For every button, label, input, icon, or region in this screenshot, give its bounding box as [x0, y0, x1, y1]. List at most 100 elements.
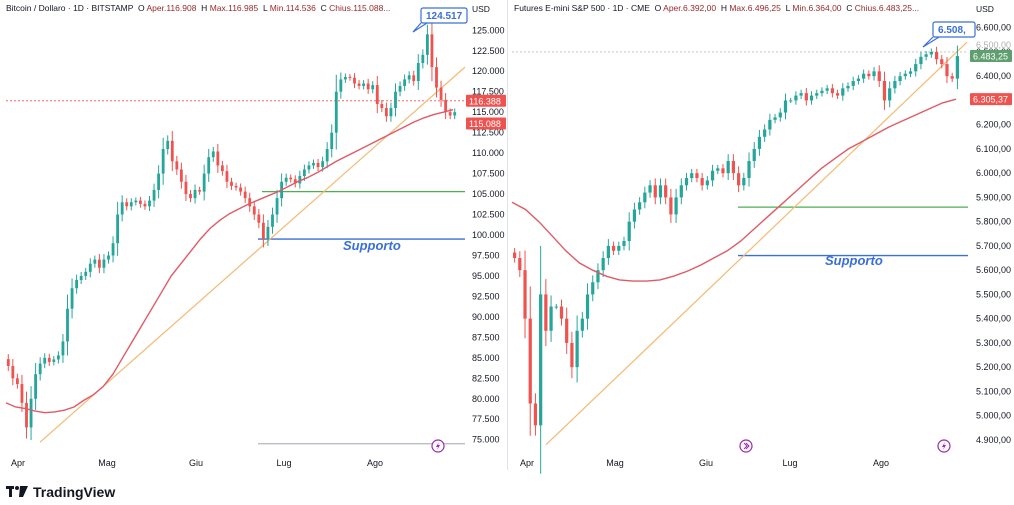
- x-tick-label: Mag: [98, 458, 116, 468]
- candle-body: [815, 93, 819, 96]
- candle-body: [348, 76, 352, 78]
- x-tick-label: Ago: [367, 458, 383, 468]
- y-tick-label: 100.000: [472, 230, 505, 240]
- x-tick-label: Giu: [189, 458, 203, 468]
- candle-body: [425, 34, 429, 55]
- candle-body: [29, 398, 33, 428]
- candle-body: [193, 189, 197, 199]
- candle-body: [321, 161, 325, 168]
- x-tick-label: Ago: [873, 458, 889, 468]
- candle-body: [389, 108, 393, 117]
- chart-panel-spx[interactable]: Futures E-mini S&P 500 · 1D · CME O Aper…: [508, 0, 1014, 474]
- candle-body: [152, 189, 156, 201]
- candle-body: [334, 91, 338, 133]
- brand-footer[interactable]: TradingView: [6, 484, 115, 500]
- candle-body: [914, 64, 918, 72]
- y-tick-label: 107.500: [472, 169, 505, 179]
- candle-body: [312, 162, 315, 166]
- candle-body: [763, 129, 767, 137]
- last-price-tag-text: 6.483,25: [973, 52, 1008, 62]
- candle-body: [252, 206, 256, 215]
- candle-body: [773, 117, 777, 120]
- lightning-icon[interactable]: [431, 439, 445, 453]
- y-tick-label: 92.500: [472, 291, 500, 301]
- x-tick-label: Apr: [11, 458, 25, 468]
- candle-body: [375, 85, 379, 104]
- candle-body: [444, 99, 448, 113]
- candle-body: [116, 214, 120, 244]
- candle-body: [384, 108, 388, 117]
- candle-body: [778, 112, 782, 118]
- candle-body: [211, 151, 215, 158]
- candle-body: [622, 241, 626, 246]
- ohlc-h-label: H: [720, 3, 727, 13]
- candle-body: [66, 308, 69, 342]
- candle-body: [757, 136, 762, 149]
- y-tick-label: 115.000: [472, 107, 504, 117]
- chart-panel-btc[interactable]: Bitcoin / Dollaro · 1D · BITSTAMP O Aper…: [0, 0, 507, 470]
- candle-body: [684, 178, 689, 186]
- chart-header: Bitcoin / Dollaro · 1D · BITSTAMP O Aper…: [6, 3, 390, 13]
- ohlc-c-label: C: [846, 3, 853, 13]
- candle-body: [148, 200, 151, 207]
- candle-body: [339, 79, 343, 92]
- candle-body: [407, 75, 411, 80]
- candle-body: [643, 192, 647, 203]
- candlestick-chart-spx[interactable]: 6.600,006.500,006.400,006.300,006.200,00…: [508, 0, 1014, 474]
- candle-body: [591, 282, 595, 295]
- candle-body: [79, 275, 83, 281]
- trend-line: [545, 41, 968, 446]
- candle-body: [243, 191, 247, 199]
- high-callout-pointer: [412, 22, 428, 33]
- candle-body: [298, 176, 302, 184]
- ohlc-c-value: Chius.6.483,25...: [854, 3, 920, 13]
- candle-body: [234, 185, 238, 188]
- ohlc-l-label: L: [262, 3, 268, 13]
- moving-average-line: [5, 109, 454, 414]
- y-tick-label: 5.000,00: [976, 411, 1011, 421]
- candlestick-chart-btc[interactable]: 125.000 122.500 120.000 117.500 115.000 112.5…: [0, 0, 507, 470]
- candle-body: [261, 222, 265, 240]
- x-tick-label: Giu: [699, 458, 713, 468]
- ohlc-o-label: O: [137, 3, 145, 13]
- y-tick-label: 110.000: [472, 148, 504, 158]
- y-tick-label: 4.900,00: [976, 435, 1011, 445]
- candle-body: [15, 378, 19, 385]
- candle-body: [189, 194, 192, 199]
- chevron-right-circle-icon[interactable]: [739, 439, 753, 453]
- y-tick-label: 87.500: [472, 332, 500, 342]
- candle-body: [731, 161, 736, 174]
- candle-body: [632, 209, 637, 222]
- candle-body: [820, 90, 824, 94]
- y-tick-label: 85.000: [472, 353, 500, 363]
- candle-body: [380, 103, 384, 109]
- y-tick-label: 112.500: [472, 128, 504, 138]
- candle-body: [289, 177, 293, 180]
- candle-body: [695, 173, 699, 179]
- candle-body: [700, 178, 704, 186]
- y-tick-label: 97.500: [472, 250, 500, 260]
- candle-body: [371, 85, 375, 90]
- candle-body: [742, 178, 746, 186]
- candle-body: [835, 93, 840, 96]
- ma-price-tag: [466, 117, 506, 130]
- candle-body: [266, 226, 270, 240]
- candle-body: [903, 73, 907, 77]
- y-tick-label: 122.500: [472, 46, 505, 56]
- currency-label: USD: [472, 4, 490, 14]
- candle-body: [539, 294, 543, 426]
- lightning-icon[interactable]: [937, 439, 951, 453]
- candle-body: [102, 259, 106, 268]
- candle-body: [107, 255, 110, 260]
- candle-body: [518, 258, 522, 271]
- candle-body: [867, 73, 871, 77]
- y-tick-label: 5.600,00: [976, 265, 1011, 275]
- candle-body: [601, 258, 605, 271]
- candle-body: [284, 177, 288, 182]
- candle-body: [736, 173, 741, 186]
- candle-body: [554, 306, 558, 308]
- candle-body: [38, 363, 42, 375]
- symbol-label: Futures E-mini S&P 500 · 1D · CME: [514, 3, 650, 13]
- y-tick-label: 5.300,00: [976, 338, 1011, 348]
- candle-body: [316, 162, 320, 168]
